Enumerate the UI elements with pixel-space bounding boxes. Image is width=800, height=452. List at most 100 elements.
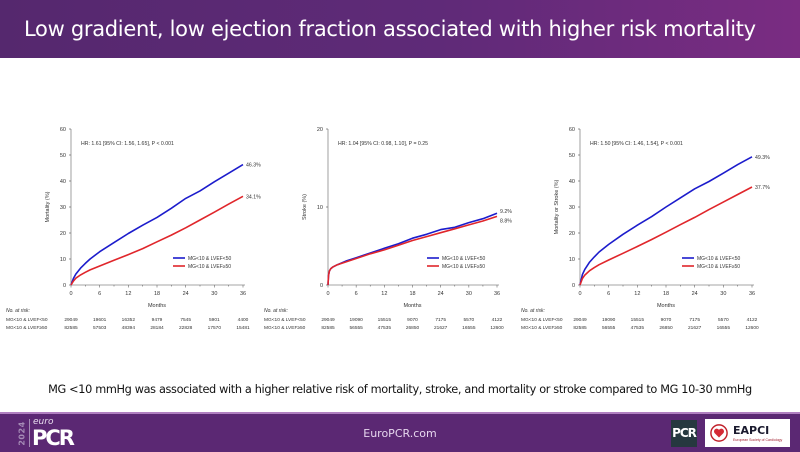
- x-tick-label: 36: [240, 291, 246, 297]
- risk-table-value: 4400: [238, 317, 249, 323]
- legend-label: MG<10 & LVEF<50: [697, 256, 740, 262]
- risk-table-value: 9479: [152, 317, 163, 323]
- risk-table-value: 82585: [321, 325, 335, 331]
- series-end-label: 49.3%: [755, 155, 770, 161]
- risk-table-value: 15481: [236, 325, 250, 331]
- x-tick-label: 18: [409, 291, 415, 297]
- risk-table-value: 26850: [659, 325, 673, 331]
- risk-table-value: 16352: [122, 317, 136, 323]
- legend-label: MG<10 & LVEF<50: [442, 256, 485, 262]
- y-tick-label: 60: [569, 127, 575, 133]
- risk-table-value: 48394: [122, 325, 136, 331]
- risk-table-value: 5570: [463, 317, 474, 323]
- risk-table-value: 56555: [602, 325, 616, 331]
- risk-table-value: 15515: [378, 317, 392, 323]
- risk-table-value: 47535: [631, 325, 645, 331]
- y-axis-title: Mortality (%): [45, 191, 51, 222]
- series-line-1: [70, 163, 244, 286]
- risk-table-value: 7545: [180, 317, 191, 323]
- chart-mortality: 0 10 20 30 40 50 60 0 6 12 18 24 30 36 Months Mortality…: [0, 120, 270, 345]
- europcr-logo: 2024 euro PCR: [16, 416, 86, 450]
- series-line-1: [579, 156, 753, 286]
- chart-mortality-or-stroke: 0 10 20 30 40 50 60 0 6 12 18 24 30 36 Months Mortality…: [510, 120, 780, 345]
- legend-label: MG<10 & LVEF≥50: [697, 264, 740, 270]
- y-tick-label: 50: [60, 153, 66, 159]
- eapci-subtitle: European Society of Cardiology: [733, 438, 783, 442]
- risk-table-value: 47535: [378, 325, 392, 331]
- y-axis-title: Stroke (%): [302, 194, 308, 220]
- risk-table-row-label: MG<10 & LVEF<50: [6, 317, 48, 323]
- risk-table-value: 29049: [64, 317, 78, 323]
- risk-table-value: 19090: [602, 317, 616, 323]
- x-tick-label: 30: [211, 291, 217, 297]
- series-end-label: 9.2%: [500, 209, 512, 215]
- series-end-label: 8.8%: [500, 218, 512, 224]
- risk-table-value: 29049: [573, 317, 587, 323]
- conclusion-text: MG <10 mmHg was associated with a higher…: [48, 383, 752, 396]
- y-tick-label: 30: [60, 205, 66, 211]
- y-tick-label: 60: [60, 127, 66, 133]
- risk-table-value: 4122: [492, 317, 503, 323]
- risk-table-value: 26850: [406, 325, 420, 331]
- x-tick-label: 36: [749, 291, 755, 297]
- logo-euro-text: euro: [33, 417, 54, 427]
- x-axis-title: Months: [403, 303, 421, 309]
- series-end-label: 34.1%: [246, 194, 261, 200]
- x-tick-label: 6: [607, 291, 610, 297]
- risk-table-value: 57503: [93, 325, 107, 331]
- y-tick-label: 0: [320, 283, 323, 289]
- risk-table-value: 21627: [688, 325, 702, 331]
- slide-footer: 2024 euro PCR EuroPCR.com PCR EAPCI Euro…: [0, 412, 800, 452]
- y-tick-label: 20: [60, 231, 66, 237]
- series-line-2: [579, 186, 753, 286]
- risk-table-value: 56555: [349, 325, 363, 331]
- x-tick-label: 30: [720, 291, 726, 297]
- legend-label: MG<10 & LVEF<50: [188, 256, 231, 262]
- risk-table-value: 21627: [434, 325, 448, 331]
- x-tick-label: 0: [326, 291, 329, 297]
- series-line-2: [327, 215, 498, 286]
- risk-table-row-label: MG<10 & LVEF≥50: [521, 325, 563, 331]
- y-tick-label: 0: [572, 283, 575, 289]
- chart-stroke: 0 10 20 0 6 12 18 24 30 36 Months Stroke (%) HR: 1.0…: [258, 120, 528, 345]
- series-end-label: 46.3%: [246, 163, 261, 169]
- x-tick-label: 0: [578, 291, 581, 297]
- y-tick-label: 10: [317, 205, 323, 211]
- risk-table-value: 17570: [208, 325, 222, 331]
- eapci-name: EAPCI: [733, 424, 770, 437]
- risk-table-value: 12600: [490, 325, 504, 331]
- y-axis-title: Mortality or Stroke (%): [554, 179, 560, 234]
- x-tick-label: 18: [663, 291, 669, 297]
- series-end-label: 37.7%: [755, 185, 770, 191]
- y-tick-label: 10: [60, 257, 66, 263]
- risk-table-row-label: MG<10 & LVEF≥50: [6, 325, 48, 331]
- risk-table-header: No. at risk:: [6, 308, 31, 314]
- x-tick-label: 18: [154, 291, 160, 297]
- hazard-ratio-annotation: HR: 1.04 [95% CI: 0.98, 1.10], P = 0.25: [338, 141, 428, 147]
- slide-title: Low gradient, low ejection fraction asso…: [24, 17, 756, 41]
- y-tick-label: 20: [569, 231, 575, 237]
- risk-table-value: 5901: [209, 317, 220, 323]
- chart-svg: 0 10 20 30 40 50 60 0 6 12 18 24 30 36 Months Mortality…: [521, 127, 770, 331]
- legend-label: MG<10 & LVEF≥50: [442, 264, 485, 270]
- risk-table-value: 4122: [747, 317, 758, 323]
- x-tick-label: 6: [355, 291, 358, 297]
- risk-table-value: 15515: [631, 317, 645, 323]
- heart-icon: [710, 424, 728, 442]
- site-url: EuroPCR.com: [363, 427, 437, 440]
- risk-table-value: 19090: [349, 317, 363, 323]
- risk-table-value: 7175: [435, 317, 446, 323]
- risk-table-row-label: MG<10 & LVEF<50: [521, 317, 563, 323]
- x-tick-label: 12: [381, 291, 387, 297]
- y-tick-label: 30: [569, 205, 575, 211]
- risk-table-value: 9070: [661, 317, 672, 323]
- x-tick-label: 0: [69, 291, 72, 297]
- x-tick-label: 12: [634, 291, 640, 297]
- risk-table-header: No. at risk:: [264, 308, 289, 314]
- x-tick-label: 24: [692, 291, 698, 297]
- x-tick-label: 24: [438, 291, 444, 297]
- risk-table-value: 28184: [150, 325, 164, 331]
- risk-table-value: 19601: [93, 317, 107, 323]
- risk-table-value: 29049: [321, 317, 335, 323]
- pcr-badge-logo: PCR: [671, 420, 697, 447]
